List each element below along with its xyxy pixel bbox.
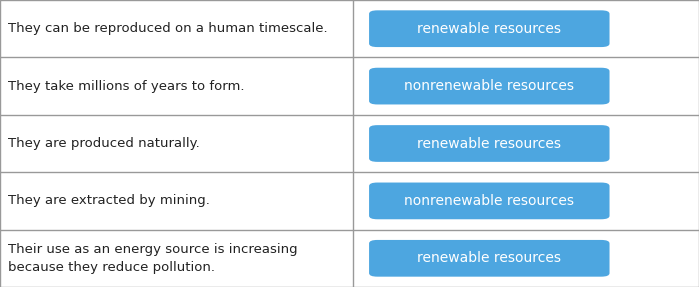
FancyBboxPatch shape [369, 10, 610, 47]
Text: They are produced naturally.: They are produced naturally. [8, 137, 200, 150]
Text: They can be reproduced on a human timescale.: They can be reproduced on a human timesc… [8, 22, 328, 35]
Text: renewable resources: renewable resources [417, 22, 561, 36]
Text: They are extracted by mining.: They are extracted by mining. [8, 194, 210, 208]
FancyBboxPatch shape [369, 125, 610, 162]
Text: They take millions of years to form.: They take millions of years to form. [8, 79, 245, 93]
Text: Their use as an energy source is increasing
because they reduce pollution.: Their use as an energy source is increas… [8, 243, 298, 274]
Text: renewable resources: renewable resources [417, 137, 561, 150]
FancyBboxPatch shape [369, 183, 610, 219]
Text: renewable resources: renewable resources [417, 251, 561, 265]
FancyBboxPatch shape [369, 240, 610, 277]
Text: nonrenewable resources: nonrenewable resources [404, 79, 575, 93]
Text: nonrenewable resources: nonrenewable resources [404, 194, 575, 208]
FancyBboxPatch shape [369, 68, 610, 104]
